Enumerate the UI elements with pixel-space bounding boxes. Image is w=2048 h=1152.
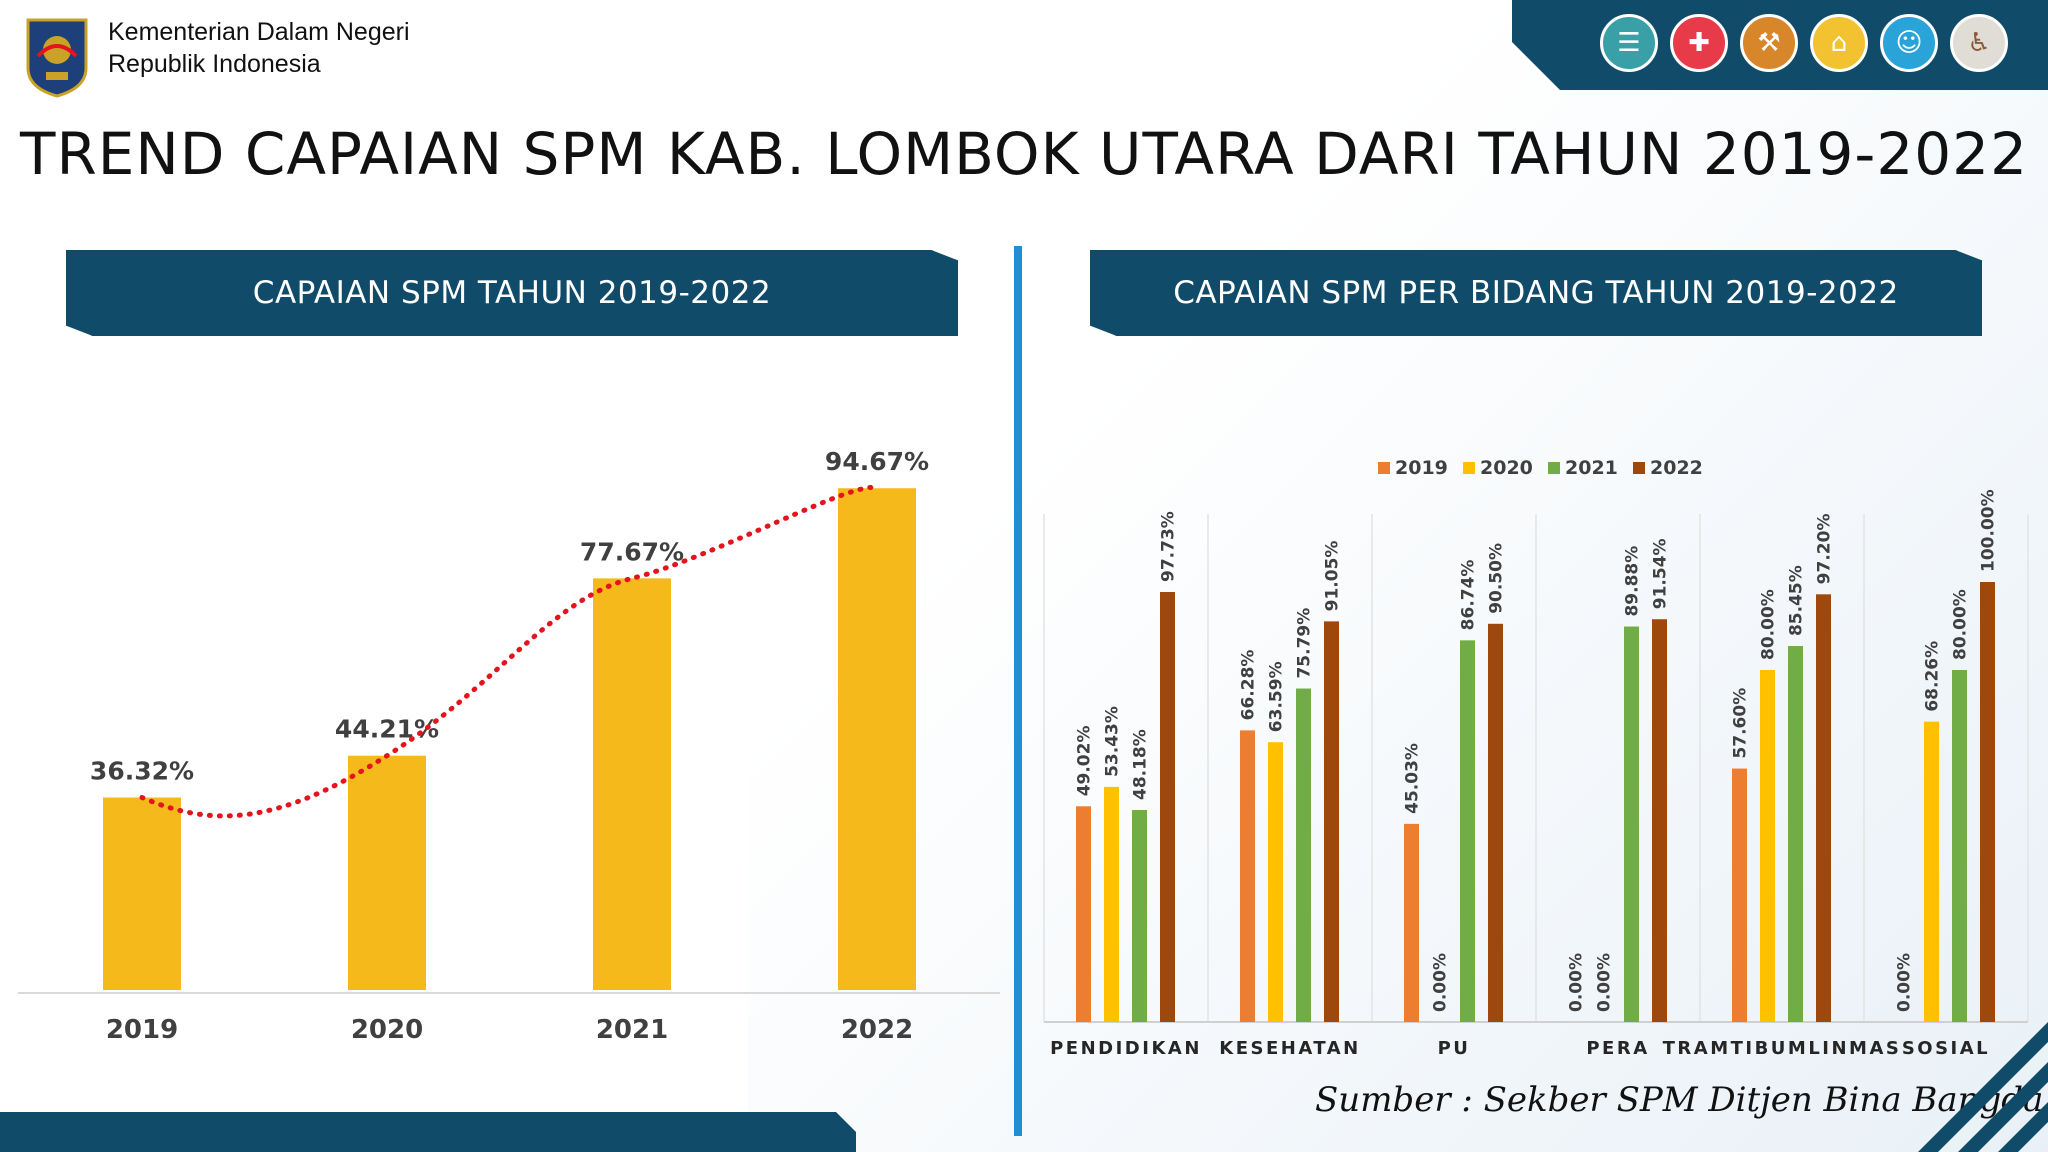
bar-sosial-2020: [1924, 721, 1939, 1022]
bar-pendidikan-2022: [1160, 591, 1175, 1022]
value-label-kesehatan-2019: 66.28%: [1239, 650, 1259, 721]
value-label-pu-2020: 0.00%: [1431, 953, 1451, 1012]
sector-icons: ☰ ✚ ⚒ ⌂ ☺ ♿: [1600, 14, 2008, 72]
legend-label-2020: 2020: [1480, 457, 1533, 479]
value-label-2022: 94.67%: [825, 447, 929, 476]
value-label-tramtibumlinmas-2019: 57.60%: [1731, 688, 1751, 759]
value-label-sosial-2020: 68.26%: [1923, 641, 1943, 712]
education-icon: ☰: [1600, 14, 1658, 72]
x-tick-pendidikan: PENDIDIKAN: [1050, 1038, 1202, 1059]
org-name: Kementerian Dalam Negeri: [108, 18, 410, 46]
legend-swatch-2020: [1463, 462, 1475, 474]
value-label-sosial-2019: 0.00%: [1895, 953, 1915, 1012]
bar-pendidikan-2020: [1104, 786, 1119, 1022]
value-label-pera-2019: 0.00%: [1567, 953, 1587, 1012]
public-works-icon: ⚒: [1740, 14, 1798, 72]
value-label-tramtibumlinmas-2022: 97.20%: [1815, 514, 1835, 585]
bar-2022: [838, 488, 916, 990]
bar-tramtibumlinmas-2021: [1788, 646, 1803, 1022]
value-label-2020: 44.21%: [335, 715, 439, 744]
bar-kesehatan-2020: [1268, 742, 1283, 1022]
health-icon: ✚: [1670, 14, 1728, 72]
value-label-pendidikan-2021: 48.18%: [1131, 729, 1151, 800]
panel-divider: [1014, 246, 1022, 1136]
legend-swatch-2021: [1548, 462, 1560, 474]
value-label-pera-2021: 89.88%: [1623, 546, 1643, 617]
value-label-sosial-2021: 80.00%: [1951, 589, 1971, 660]
value-label-pu-2021: 86.74%: [1459, 560, 1479, 631]
source-note: Sumber : Sekber SPM Ditjen Bina Bangda: [1315, 1080, 2044, 1120]
value-label-pendidikan-2019: 49.02%: [1075, 725, 1095, 796]
bar-pu-2022: [1488, 623, 1503, 1022]
bar-2019: [103, 797, 181, 990]
bar-pu-2019: [1404, 823, 1419, 1022]
org-country: Republik Indonesia: [108, 50, 321, 78]
value-label-pera-2020: 0.00%: [1595, 953, 1615, 1012]
bar-kesehatan-2019: [1240, 730, 1255, 1022]
x-tick-2020: 2020: [351, 1015, 423, 1045]
x-tick-pu: PU: [1438, 1038, 1471, 1059]
bar-pu-2021: [1460, 640, 1475, 1022]
background-gradient: [748, 0, 2048, 1152]
bottom-bar: [0, 1112, 856, 1152]
page-title: TREND CAPAIAN SPM KAB. LOMBOK UTARA DARI…: [20, 120, 2028, 188]
value-label-2019: 36.32%: [90, 757, 194, 786]
value-label-kesehatan-2021: 75.79%: [1295, 608, 1315, 679]
bar-kesehatan-2022: [1324, 621, 1339, 1022]
housing-icon: ⌂: [1810, 14, 1868, 72]
bar-tramtibumlinmas-2020: [1760, 670, 1775, 1022]
left-chart-banner: CAPAIAN SPM TAHUN 2019-2022: [66, 250, 958, 336]
trend-line: [139, 484, 880, 819]
x-tick-tramtibumlinmas: TRAMTIBUMLINMAS: [1663, 1038, 1902, 1059]
social-welfare-icon: ♿: [1950, 14, 2008, 72]
value-label-pendidikan-2020: 53.43%: [1103, 706, 1123, 777]
bar-tramtibumlinmas-2022: [1816, 594, 1831, 1022]
legend-label-2022: 2022: [1650, 457, 1703, 479]
corner-stripes: [1918, 1022, 2048, 1152]
value-label-2021: 77.67%: [580, 537, 684, 566]
ministry-logo: [26, 18, 88, 98]
x-tick-2022: 2022: [841, 1015, 913, 1045]
legend-label-2019: 2019: [1395, 457, 1448, 479]
value-label-pu-2019: 45.03%: [1403, 743, 1423, 814]
bar-2021: [593, 578, 671, 990]
x-tick-pera: PERA: [1586, 1038, 1649, 1059]
bar-pendidikan-2019: [1076, 806, 1091, 1022]
value-label-pendidikan-2022: 97.73%: [1159, 511, 1179, 582]
x-tick-2021: 2021: [596, 1015, 668, 1045]
value-label-pera-2022: 91.54%: [1651, 538, 1671, 609]
x-tick-sosial: SOSIAL: [1902, 1038, 1990, 1059]
bar-sosial-2022: [1980, 582, 1995, 1022]
value-label-sosial-2022: 100.00%: [1979, 489, 1999, 572]
social-protection-icon: ☺: [1880, 14, 1938, 72]
sector-bar-chart: 2019 2020 2021 2022 49.02% 53.43% 48.18% 97.73%…: [1043, 457, 2029, 1059]
value-label-kesehatan-2022: 91.05%: [1323, 541, 1343, 612]
yearly-bar-chart: 36.32% 2019 44.21% 2020 77.67% 2021 94.67% 2022: [18, 447, 1000, 1045]
legend-swatch-2019: [1378, 462, 1390, 474]
legend-swatch-2022: [1633, 462, 1645, 474]
bar-pendidikan-2021: [1132, 810, 1147, 1022]
bar-sosial-2021: [1952, 670, 1967, 1022]
bar-kesehatan-2021: [1296, 688, 1311, 1022]
x-tick-2019: 2019: [106, 1015, 178, 1045]
bar-tramtibumlinmas-2019: [1732, 768, 1747, 1022]
value-label-pu-2022: 90.50%: [1487, 543, 1507, 614]
bar-pera-2021: [1624, 626, 1639, 1022]
value-label-tramtibumlinmas-2020: 80.00%: [1759, 589, 1779, 660]
right-chart-banner: CAPAIAN SPM PER BIDANG TAHUN 2019-2022: [1090, 250, 1982, 336]
legend-label-2021: 2021: [1565, 457, 1618, 479]
value-label-tramtibumlinmas-2021: 85.45%: [1787, 565, 1807, 636]
value-label-kesehatan-2020: 63.59%: [1267, 661, 1287, 732]
x-tick-kesehatan: KESEHATAN: [1219, 1038, 1360, 1059]
bar-2020: [348, 755, 426, 990]
bar-pera-2022: [1652, 619, 1667, 1022]
